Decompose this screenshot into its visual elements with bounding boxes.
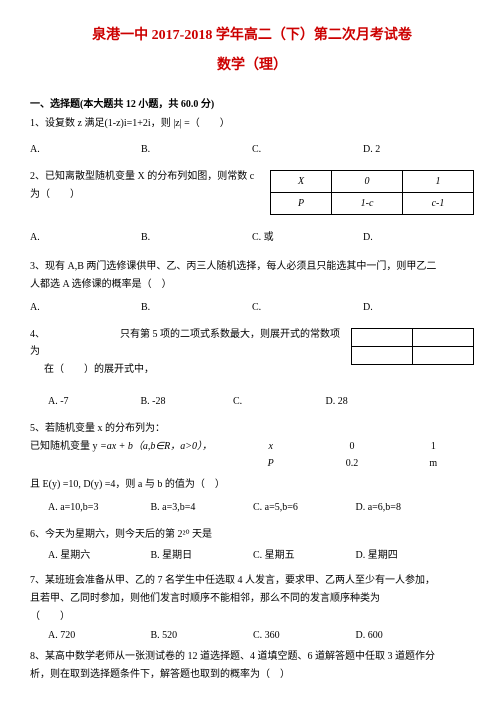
q7-stem2: 且若甲、乙同时参加，则他们发言时顺序不能相邻，那么不同的发言顺序种类为 [30, 590, 474, 607]
q5-l2c: x [230, 438, 311, 455]
q5-row3: P 0.2 m [30, 455, 474, 472]
q8-stem2: 析，则在取到选择题条件下，解答题也取到的概率为（ ） [30, 666, 474, 683]
q4-opt-b: B. -28 [141, 393, 231, 410]
q4-t-c2 [413, 328, 474, 346]
q2-t-r2c1: P [271, 192, 332, 214]
q7-opt-b: B. 520 [151, 627, 251, 644]
q4-t-c1 [352, 328, 413, 346]
q6-opt-d: D. 星期四 [356, 547, 456, 564]
q3-opt-a: A. [30, 299, 141, 316]
doc-title-main: 泉港一中 2017-2018 学年高二（下）第二次月考试卷 [30, 24, 474, 48]
q1-opt-c: C. [252, 141, 363, 158]
q7-opt-a: A. 720 [48, 627, 148, 644]
q5-l2d: 0 [311, 438, 392, 455]
q7-opt-d: D. 600 [356, 627, 456, 644]
q4-opt-a: A. -7 [48, 393, 138, 410]
q2-opt-d: D. [363, 229, 474, 246]
q6-opt-c: C. 星期五 [253, 547, 353, 564]
q3-options: A. B. C. D. [30, 299, 474, 316]
q7-opt-c: C. 360 [253, 627, 353, 644]
q5-l2b: =ax + b（a,b∈R，a>0）， [100, 441, 212, 452]
section-heading: 一、选择题(本大题共 12 小题，共 60.0 分) [30, 96, 474, 113]
q4-t-c3 [352, 346, 413, 364]
q6-opt-a: A. 星期六 [48, 547, 148, 564]
q5-l2e: 1 [393, 438, 474, 455]
doc-title-sub: 数学（理） [30, 54, 474, 78]
q5-l3b: P [230, 455, 311, 472]
q2-t-r1c1: X [271, 170, 332, 192]
q4-options: A. -7 B. -28 C. D. 28 [48, 393, 474, 410]
q7-stem3: （ ） [30, 608, 474, 625]
q5-l3d: m [393, 455, 474, 472]
q5-l2a: 已知随机变量 y [30, 441, 98, 452]
q6-stem: 6、今天为星期六，则今天后的第 2²⁰ 天是 [30, 526, 474, 543]
q2-table: X 0 1 P 1-c c-1 [270, 170, 474, 215]
q4-num: 4、 [30, 329, 45, 340]
q5-opt-d: D. a=6,b=8 [356, 499, 456, 516]
q2-t-r1c2: 0 [332, 170, 403, 192]
q5-stem: 5、若随机变量 x 的分布列为： [30, 420, 474, 437]
q2-opt-a: A. [30, 229, 141, 246]
q1-stem: 1、设复数 z 满足(1-z)i=1+2i，则 |z| =（ ） [30, 115, 474, 132]
q2-opt-c: C. 或 [252, 229, 363, 246]
q5-opt-a: A. a=10,b=3 [48, 499, 148, 516]
q4-opt-d: D. 28 [326, 393, 416, 410]
q5-opt-c: C. a=5,b=6 [253, 499, 353, 516]
q4-t-c4 [413, 346, 474, 364]
q2-options: A. B. C. 或 D. [30, 229, 474, 246]
q5-row2: 已知随机变量 y =ax + b（a,b∈R，a>0）， x 0 1 [30, 438, 474, 455]
q3-opt-d: D. [363, 299, 474, 316]
q2-opt-b: B. [141, 229, 252, 246]
q6-options: A. 星期六 B. 星期日 C. 星期五 D. 星期四 [48, 547, 474, 564]
q5-l3c: 0.2 [311, 455, 392, 472]
q5-options: A. a=10,b=3 B. a=3,b=4 C. a=5,b=6 D. a=6… [48, 499, 474, 516]
q2-t-r2c2: 1-c [332, 192, 403, 214]
q3-opt-b: B. [141, 299, 252, 316]
q8-stem1: 8、某高中数学老师从一张测试卷的 12 道选择题、4 道填空题、6 道解答题中任… [30, 648, 474, 665]
q1-opt-d: D. 2 [363, 141, 474, 158]
q4-table [351, 328, 474, 365]
q4-opt-c: C. [233, 393, 323, 410]
q6-opt-b: B. 星期日 [151, 547, 251, 564]
q7-options: A. 720 B. 520 C. 360 D. 600 [48, 627, 474, 644]
q2-t-r2c3: c-1 [403, 192, 474, 214]
q4-stem-mid: 只有第 5 项的二项式系数最大，则展开式的常数项为 [30, 329, 340, 357]
q3-opt-c: C. [252, 299, 363, 316]
q3-stem1: 3、现有 A,B 两门选修课供甲、乙、丙三人随机选择，每人必须且只能选其中一门，… [30, 258, 474, 275]
q5-l3a [30, 455, 230, 472]
q5-stem3: 且 E(y) =10, D(y) =4，则 a 与 b 的值为（ ） [30, 476, 474, 493]
q5-opt-b: B. a=3,b=4 [151, 499, 251, 516]
q7-stem1: 7、某班班会准备从甲、乙的 7 名学生中任选取 4 人发言，要求甲、乙两人至少有… [30, 572, 474, 589]
q1-opt-a: A. [30, 141, 141, 158]
q1-options: A. B. C. D. 2 [30, 141, 474, 158]
q2-t-r1c3: 1 [403, 170, 474, 192]
q1-opt-b: B. [141, 141, 252, 158]
q3-stem2: 人都选 A 选修课的概率是（ ） [30, 276, 474, 293]
